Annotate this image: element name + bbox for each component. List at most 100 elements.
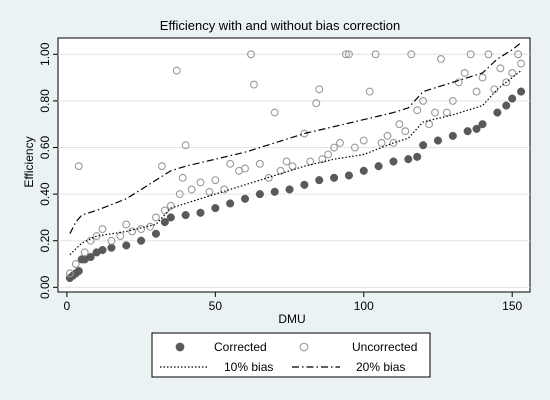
- y-tick-label: 0.80: [38, 89, 52, 113]
- uncorrected-point: [146, 222, 154, 231]
- uncorrected-point: [344, 50, 353, 59]
- corrected-point: [448, 131, 457, 140]
- series-layer: [65, 42, 526, 283]
- legend-item: 10% bias: [160, 360, 273, 374]
- uncorrected-point: [74, 162, 83, 171]
- uncorrected-point: [128, 227, 137, 236]
- corrected-point: [74, 266, 83, 276]
- corrected-point: [517, 87, 526, 96]
- uncorrected-point: [175, 190, 184, 199]
- corrected-point: [374, 162, 383, 171]
- chart-title: Efficiency with and without bias correct…: [160, 18, 400, 33]
- uncorrected-point: [436, 55, 445, 63]
- corrected-point: [433, 136, 443, 145]
- uncorrected-point: [211, 176, 220, 185]
- corrected-point: [404, 155, 413, 164]
- x-axis-label: DMU: [278, 312, 305, 326]
- corrected-point: [472, 124, 481, 133]
- x-tick-label: 50: [209, 299, 223, 313]
- uncorrected-point: [247, 50, 255, 59]
- legend-label: 20% bias: [356, 360, 405, 374]
- uncorrected-point: [187, 185, 196, 194]
- corrected-point: [493, 108, 502, 117]
- uncorrected-point: [181, 141, 190, 150]
- uncorrected-point: [98, 225, 107, 234]
- axes: 0 50 100 150 0.00 0.20 0.40 0.60 0.80 1.00: [38, 42, 523, 313]
- grid-lines: [58, 53, 530, 288]
- x-tick-label: 100: [354, 299, 374, 313]
- series-corrected: [65, 87, 526, 283]
- legend-marker: [299, 342, 309, 352]
- uncorrected-point: [448, 96, 457, 105]
- uncorrected-point: [517, 59, 526, 68]
- uncorrected-point: [282, 157, 291, 166]
- y-tick-label: 0.60: [38, 136, 52, 160]
- corrected-point: [160, 218, 169, 227]
- uncorrected-point: [454, 78, 463, 87]
- corrected-point: [226, 199, 235, 208]
- legend-label: 10% bias: [224, 360, 273, 374]
- corrected-point: [344, 171, 353, 180]
- legend-label: Corrected: [214, 340, 267, 354]
- uncorrected-point: [496, 64, 505, 73]
- uncorrected-point: [359, 136, 368, 145]
- x-tick-label: 0: [64, 299, 71, 313]
- uncorrected-point: [166, 201, 175, 210]
- corrected-point: [508, 94, 517, 103]
- y-tick-label: 1.00: [38, 42, 52, 66]
- uncorrected-point: [241, 164, 249, 173]
- uncorrected-point: [226, 159, 235, 168]
- uncorrected-point: [288, 162, 297, 171]
- series-10-bias: [69, 70, 522, 256]
- uncorrected-point: [220, 185, 229, 194]
- corrected-point: [240, 194, 250, 203]
- uncorrected-point: [466, 50, 475, 59]
- uncorrected-point: [107, 236, 116, 245]
- uncorrected-point: [395, 120, 404, 129]
- uncorrected-point: [431, 108, 439, 117]
- uncorrected-point: [276, 166, 285, 175]
- legend: Corrected Uncorrected 10% bias 20% bias: [151, 332, 431, 378]
- corrected-point: [463, 127, 472, 136]
- legend-marker: [175, 342, 185, 352]
- uncorrected-point: [172, 66, 181, 75]
- uncorrected-point: [365, 87, 374, 96]
- corrected-point: [478, 120, 487, 129]
- uncorrected-point: [86, 236, 95, 245]
- corrected-point: [137, 236, 146, 245]
- bias-10-line: [69, 70, 522, 256]
- uncorrected-point: [315, 85, 324, 94]
- legend-box: [151, 332, 431, 378]
- uncorrected-point: [401, 127, 410, 136]
- uncorrected-point: [419, 96, 428, 105]
- y-tick-label: 0.00: [38, 275, 52, 299]
- series-20-bias: [69, 42, 522, 234]
- corrected-point: [181, 211, 190, 220]
- uncorrected-point: [312, 99, 321, 108]
- uncorrected-point: [508, 69, 517, 77]
- uncorrected-point: [122, 220, 131, 229]
- uncorrected-point: [71, 260, 80, 268]
- corrected-point: [122, 241, 131, 250]
- y-axis-label: Efficiency: [22, 136, 36, 187]
- uncorrected-point: [300, 129, 309, 138]
- corrected-point: [86, 252, 95, 262]
- corrected-point: [107, 243, 116, 252]
- corrected-point: [98, 246, 107, 255]
- corrected-point: [196, 208, 205, 217]
- uncorrected-point: [336, 138, 344, 147]
- corrected-point: [255, 190, 264, 199]
- y-tick-label: 0.40: [38, 182, 52, 206]
- corrected-point: [211, 204, 220, 213]
- uncorrected-point: [383, 131, 392, 140]
- x-tick-label: 150: [502, 299, 522, 313]
- uncorrected-point: [350, 143, 359, 152]
- plot-area: [57, 37, 531, 293]
- uncorrected-point: [389, 138, 398, 147]
- uncorrected-point: [371, 50, 380, 59]
- uncorrected-point: [460, 69, 469, 77]
- corrected-point: [151, 229, 161, 238]
- uncorrected-point: [196, 178, 205, 187]
